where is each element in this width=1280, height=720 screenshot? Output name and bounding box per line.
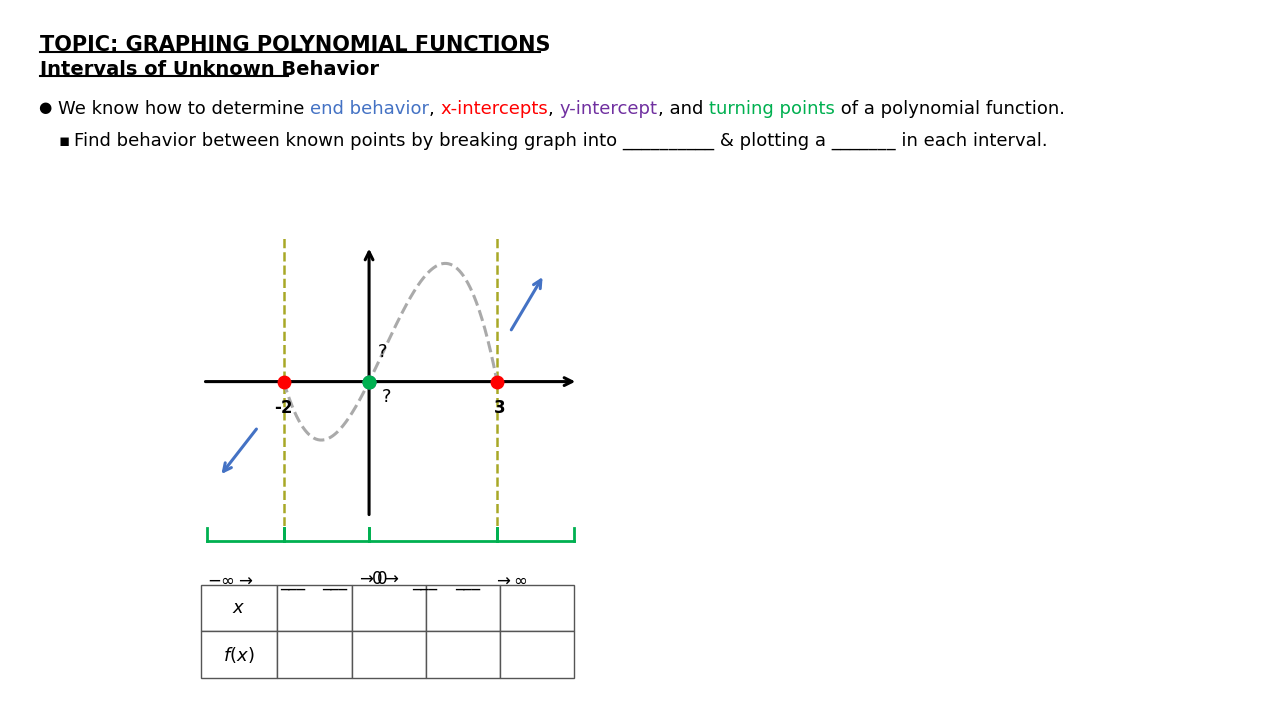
Text: TOPIC: GRAPHING POLYNOMIAL FUNCTIONS: TOPIC: GRAPHING POLYNOMIAL FUNCTIONS xyxy=(40,35,550,55)
Text: ___: ___ xyxy=(323,572,347,590)
Text: x-intercepts: x-intercepts xyxy=(440,100,548,118)
Text: , and: , and xyxy=(658,100,709,118)
Text: 3: 3 xyxy=(493,399,506,417)
Text: $-\infty \rightarrow$: $-\infty \rightarrow$ xyxy=(207,570,253,588)
Text: We know how to determine: We know how to determine xyxy=(58,100,310,118)
Text: turning points: turning points xyxy=(709,100,835,118)
Text: $\rightarrow 0$: $\rightarrow 0$ xyxy=(356,570,388,588)
Text: Intervals of Unknown Behavior: Intervals of Unknown Behavior xyxy=(40,60,379,79)
Text: ?: ? xyxy=(381,388,392,406)
Text: $f(x)$: $f(x)$ xyxy=(223,645,255,665)
Text: of a polynomial function.: of a polynomial function. xyxy=(835,100,1065,118)
Text: end behavior: end behavior xyxy=(310,100,429,118)
Text: ,: , xyxy=(429,100,440,118)
Text: -2: -2 xyxy=(274,399,293,417)
Text: ●: ● xyxy=(38,100,51,115)
Text: ___: ___ xyxy=(412,572,436,590)
Text: $0 \rightarrow$: $0 \rightarrow$ xyxy=(371,570,401,588)
Text: ▪: ▪ xyxy=(58,132,69,150)
Text: $\rightarrow \infty$: $\rightarrow \infty$ xyxy=(493,570,527,588)
Text: y-intercept: y-intercept xyxy=(559,100,658,118)
Text: ___: ___ xyxy=(280,572,305,590)
Text: $x$: $x$ xyxy=(232,599,246,617)
Text: ,: , xyxy=(548,100,559,118)
Text: ?: ? xyxy=(378,343,387,361)
Text: Find behavior between known points by breaking graph into __________ & plotting : Find behavior between known points by br… xyxy=(74,132,1047,150)
Text: ___: ___ xyxy=(454,572,480,590)
